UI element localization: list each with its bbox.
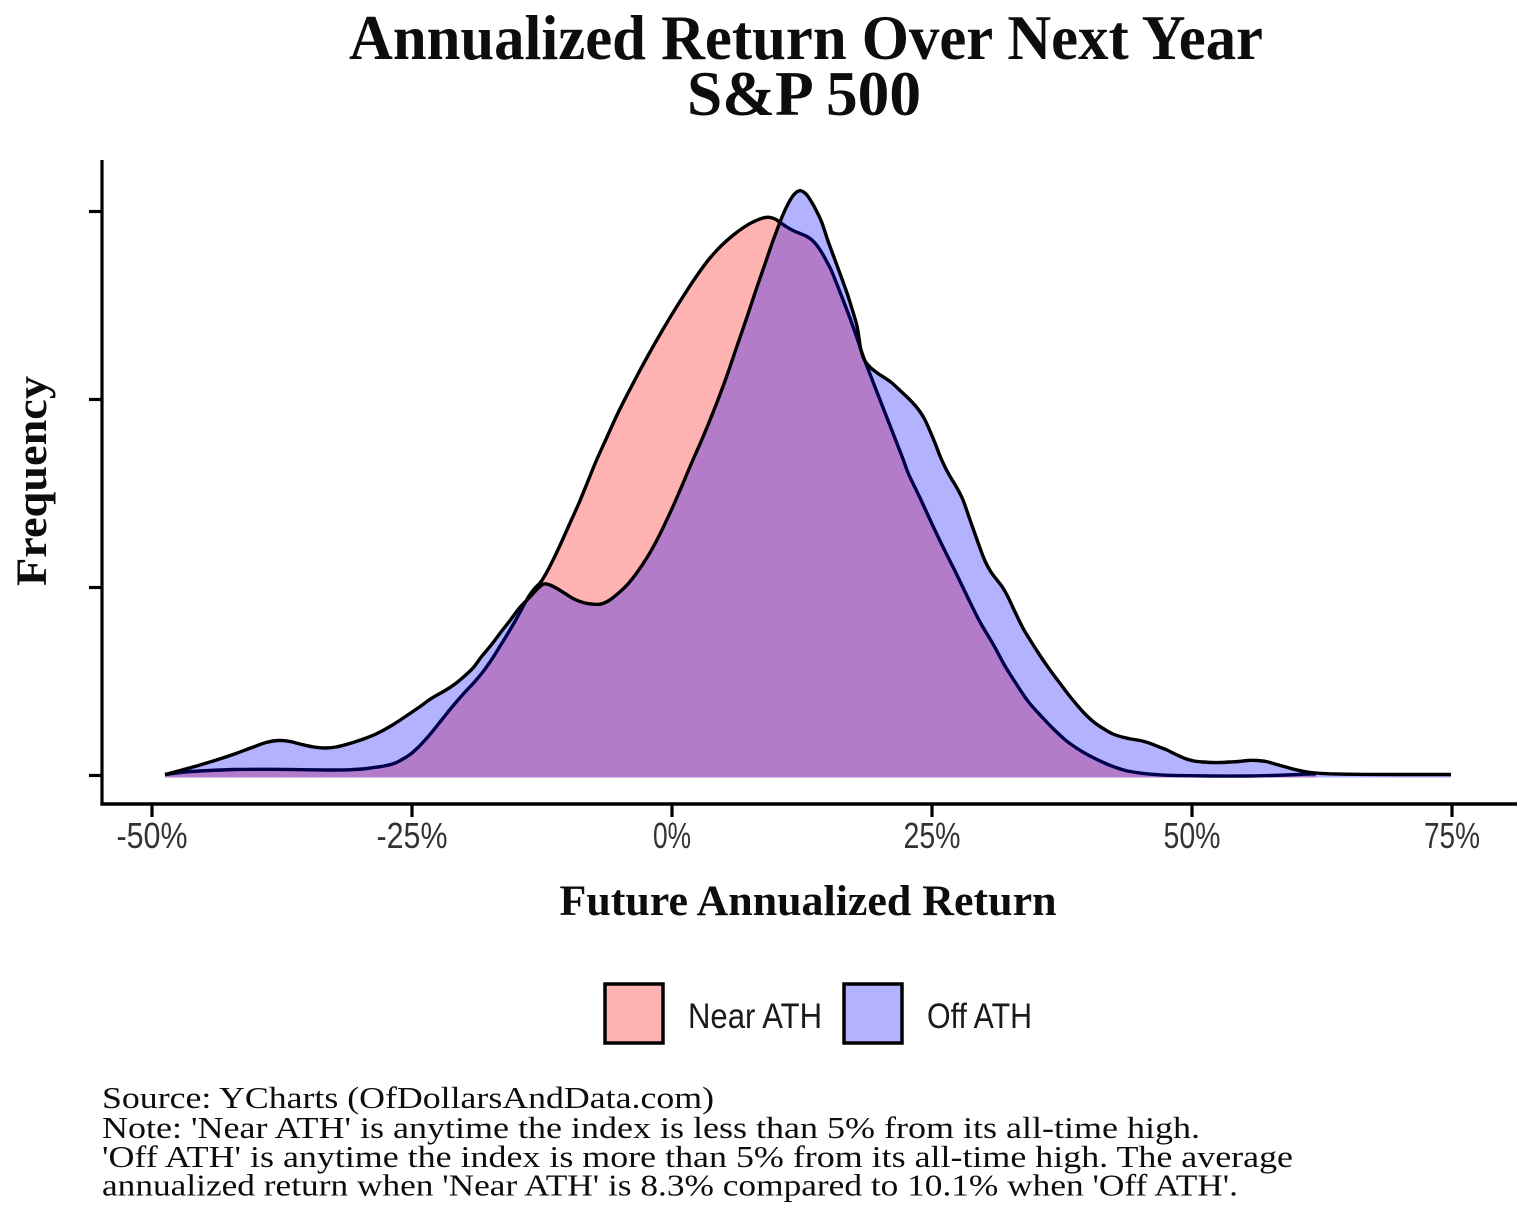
svg-text:Annualized Return Over Next Ye: Annualized Return Over Next Year (349, 2, 1263, 73)
svg-text:0%: 0% (653, 815, 691, 856)
svg-text:-25%: -25% (377, 815, 448, 856)
svg-text:75%: 75% (1424, 815, 1480, 856)
svg-text:Near ATH: Near ATH (688, 997, 822, 1036)
svg-text:Off ATH: Off ATH (927, 997, 1032, 1036)
svg-text:25%: 25% (904, 815, 961, 856)
svg-text:Note: 'Near ATH' is anytime th: Note: 'Near ATH' is anytime the index is… (102, 1110, 1200, 1145)
svg-text:-50%: -50% (117, 815, 188, 856)
svg-text:Future Annualized Return: Future Annualized Return (560, 878, 1057, 925)
svg-text:'Off ATH' is anytime the index: 'Off ATH' is anytime the index is more t… (102, 1139, 1293, 1174)
svg-text:Frequency: Frequency (9, 375, 56, 586)
svg-text:S&P 500: S&P 500 (687, 58, 921, 129)
svg-text:annualized return when 'Near A: annualized return when 'Near ATH' is 8.3… (102, 1168, 1238, 1203)
svg-text:50%: 50% (1164, 815, 1221, 856)
svg-text:Source: YCharts (OfDollarsAndD: Source: YCharts (OfDollarsAndData.com) (102, 1080, 714, 1115)
